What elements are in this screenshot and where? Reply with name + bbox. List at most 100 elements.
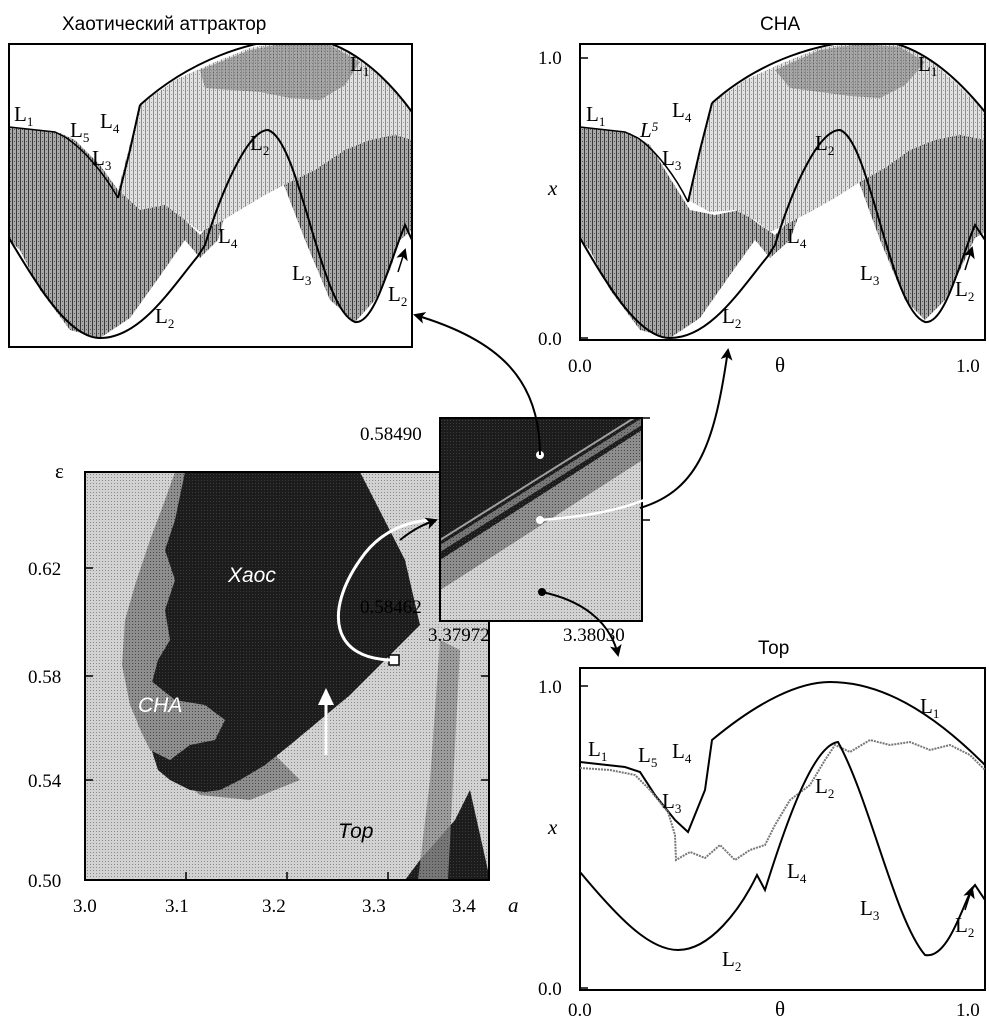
chaos-lower-band: [9, 125, 412, 338]
region-label-chaos: Хаос: [227, 564, 276, 587]
label-L4-torus-mid: L4: [787, 859, 807, 886]
region-label-sna: СНА: [138, 694, 182, 717]
map-x-axis-label: a: [508, 893, 519, 917]
sna-upper-band: [688, 44, 985, 232]
zoom-sna-band-2: [440, 418, 642, 552]
label-L4-chaos-top: L4: [100, 109, 120, 136]
sna-title: СНА: [760, 14, 800, 35]
curve-L2-chaos: [9, 128, 412, 340]
label-L4-sna-mid: L4: [787, 224, 807, 251]
label-L2-chaos-bottom: L2: [155, 304, 174, 331]
label-L4-chaos-mid: L4: [218, 224, 238, 251]
zoom-y-bottom-label: 0.58462: [360, 597, 422, 618]
label-L3-torus-right: L3: [860, 896, 879, 923]
label-L3-torus-left: L3: [662, 789, 681, 816]
small-arrow-torus: [963, 886, 975, 911]
chaos-attractor-title: Хаотический аттрактор: [62, 14, 266, 35]
map-x-tick-3.4: 3.4: [452, 896, 476, 917]
zoom-inset-panel: 0.58490 0.58462 3.37972 3.38030: [360, 417, 650, 646]
torus-title: Тор: [758, 638, 789, 659]
region-label-torus: Тор: [338, 820, 374, 843]
label-L2-sna-top: L2: [815, 131, 834, 158]
parameter-map-panel: 3.0 3.1 3.2 3.3 3.4 a 0.62 0.58 0.54 0.5…: [28, 459, 519, 917]
curve-L1-left-chaos: [9, 126, 66, 138]
curve-L2-torus: [579, 740, 986, 957]
zoom-x-left-label: 3.37972: [428, 625, 490, 646]
chaos-attractor-frame: [8, 43, 413, 348]
white-up-arrowhead: [318, 688, 334, 705]
curve-L1-sna: [711, 44, 985, 113]
label-L5-chaos: L5: [70, 118, 89, 145]
sna-y-tick-label-bottom: 0.0: [538, 329, 562, 350]
label-L5-sna: L5: [639, 118, 659, 142]
sna-speckles: [130, 680, 225, 760]
sna-top-ridge: [775, 44, 925, 98]
arrow-zoom-to-chaos: [413, 312, 541, 456]
zoom-torus-region: [440, 460, 642, 621]
map-y-tick-0.62: 0.62: [28, 559, 61, 580]
curve-L1-torus: [579, 680, 986, 834]
torus-y-tick-label-top: 1.0: [538, 677, 562, 698]
curve-L1-chaos: [139, 44, 412, 113]
label-L1-chaos-right: L1: [350, 52, 369, 79]
arrow-zoom-to-torus: [541, 591, 622, 657]
torus-y-tick-label-bottom: 0.0: [538, 979, 562, 1000]
zoom-sna-band: [440, 430, 642, 590]
torus-boundary-band: [418, 640, 460, 880]
curve-L3-chaos: [64, 136, 119, 199]
label-L3-sna-left: L3: [662, 146, 681, 173]
sna-panel: СНА 1.0 0.0 x 0.0 1.0 θ L1 L1 L5 L4 L3 L…: [538, 14, 986, 377]
arrow-zoom-to-sna-outer: [639, 348, 733, 509]
chaos-upper-band: [118, 44, 412, 232]
label-L1-sna-right: L1: [918, 52, 937, 79]
torus-x-tick-label-left: 0.0: [568, 1000, 592, 1021]
label-L1-torus-right: L1: [920, 694, 939, 721]
zoom-thin-line: [440, 418, 636, 541]
curve-L2-sna: [580, 128, 985, 340]
label-L4-torus-top: L4: [672, 739, 692, 766]
sna-x-tick-label-right: 1.0: [956, 356, 980, 377]
map-x-tick-3.3: 3.3: [362, 896, 386, 917]
label-L2-torus-top: L2: [815, 774, 834, 801]
map-x-tick-3.2: 3.2: [262, 896, 286, 917]
torus-x-tick-label-right: 1.0: [956, 1000, 980, 1021]
torus-panel: Тор 1.0 0.0 x 0.0 1.0 θ L1 L1 L5 L4 L3 L…: [538, 638, 986, 1021]
chaos-attractor-panel: Хаотический аттрактор L1 L1 L5 L4 L3 L2 …: [8, 14, 413, 348]
chaos-top-ridge: [200, 44, 360, 100]
torus-x-axis-label: θ: [775, 997, 785, 1021]
label-L3-sna-right: L3: [860, 261, 879, 288]
map-x-tick-3.1: 3.1: [165, 896, 189, 917]
sna-y-axis-label: x: [547, 176, 558, 200]
curve-L4-sna: [687, 102, 713, 203]
label-L2-sna-right: L2: [955, 277, 974, 304]
torus-y-axis-label: x: [547, 815, 558, 839]
label-L2-chaos-right: L2: [388, 282, 407, 309]
curve-torus-attractor: [579, 738, 986, 862]
small-arrow-chaos: [396, 248, 408, 273]
curve-L4-chaos: [117, 104, 141, 199]
label-L3-chaos-left: L3: [92, 146, 111, 173]
label-L2-torus-bottom: L2: [722, 947, 741, 974]
map-y-tick-0.54: 0.54: [28, 771, 62, 792]
label-L3-chaos-right: L3: [292, 261, 311, 288]
map-y-tick-0.50: 0.50: [28, 871, 61, 892]
label-L2-sna-bottom: L2: [722, 304, 741, 331]
arrow-map-to-zoom-black: [399, 517, 438, 541]
arrow-map-to-zoom: [337, 518, 437, 662]
label-L5-torus: L5: [638, 743, 657, 770]
sna-x-axis-label: θ: [775, 353, 785, 377]
label-L1-torus-left: L1: [588, 737, 607, 764]
sna-x-tick-label-left: 0.0: [568, 356, 592, 377]
arrow-zoom-to-sna: [539, 351, 730, 522]
label-L2-chaos-top: L2: [250, 131, 269, 158]
sna-frame: [579, 43, 986, 341]
label-L4-sna-top: L4: [672, 98, 692, 125]
torus-frame: [579, 667, 986, 991]
map-y-tick-0.58: 0.58: [28, 667, 61, 688]
zoom-x-right-label: 3.38030: [563, 625, 625, 646]
label-L1-chaos-left: L1: [14, 102, 33, 129]
map-y-axis-label: ε: [55, 459, 64, 483]
curve-L3-sna: [637, 137, 689, 203]
zoom-y-top-label: 0.58490: [360, 424, 422, 445]
